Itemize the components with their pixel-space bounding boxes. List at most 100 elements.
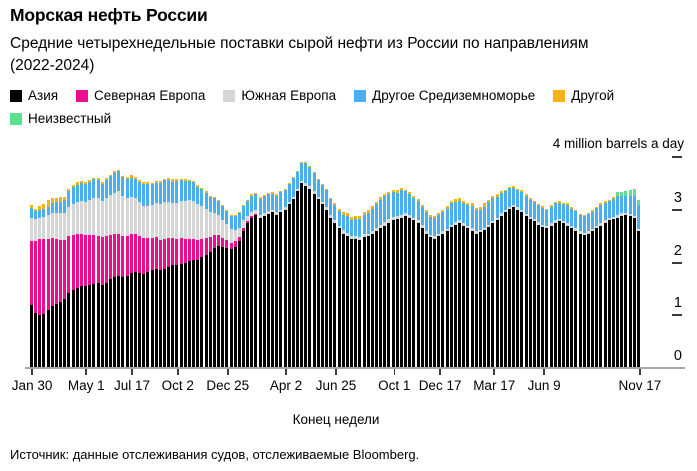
bar-segment-asia	[379, 228, 383, 368]
bar	[379, 197, 383, 368]
bar-segment-asia	[636, 230, 640, 368]
bar-segment-north-europe	[125, 235, 129, 276]
bar-segment-south-europe	[187, 200, 191, 240]
bar	[237, 211, 241, 368]
bar-segment-south-europe	[532, 219, 536, 222]
bar	[287, 183, 291, 368]
bar-segment-asia	[187, 261, 191, 368]
bar-segment-asia	[399, 217, 403, 368]
bar-segment-asia	[383, 225, 387, 368]
bar-segment-south-europe	[250, 211, 254, 217]
bar-segment-asia	[129, 273, 133, 368]
bar-segment-asia	[404, 216, 408, 368]
bar	[163, 178, 166, 368]
bar	[582, 214, 586, 368]
bar-segment-unknown	[628, 190, 632, 196]
bar-segment-other	[34, 208, 38, 212]
bar-segment-south-europe	[300, 181, 304, 184]
bar-segment-other	[133, 177, 137, 180]
bar	[229, 215, 233, 368]
bar	[404, 189, 408, 368]
bar-segment-asia	[217, 245, 221, 368]
bar-segment-other	[370, 206, 374, 209]
bar-segment-other-mediterranean	[217, 201, 221, 216]
bar	[113, 171, 117, 368]
bar-segment-other-mediterranean	[208, 197, 212, 212]
x-axis-label: Nov 17	[618, 378, 662, 393]
bar-segment-south-europe	[616, 215, 620, 218]
bar-segment-north-europe	[138, 236, 142, 274]
bar-segment-other-mediterranean	[453, 201, 457, 222]
bar-segment-south-europe	[196, 203, 200, 240]
bar	[483, 203, 487, 368]
bar-segment-other-mediterranean	[541, 207, 545, 225]
bar-segment-other	[429, 215, 432, 217]
bar-segment-other	[221, 205, 225, 207]
bar-segment-south-europe	[329, 215, 333, 218]
bar-segment-other	[150, 182, 154, 184]
bar-segment-other	[246, 199, 250, 201]
bar-segment-asia	[532, 221, 536, 368]
bar-segment-south-europe	[46, 215, 50, 239]
bar-segment-asia	[163, 268, 166, 368]
bar-segment-south-europe	[241, 220, 245, 228]
bar-segment-south-europe	[316, 197, 320, 200]
bar	[325, 188, 329, 368]
x-axis-label: Dec 25	[206, 378, 250, 393]
bar-segment-other-mediterranean	[616, 196, 620, 216]
bar-segment-south-europe	[92, 198, 96, 236]
bar-segment-asia	[283, 209, 287, 368]
bar-segment-asia	[229, 249, 233, 368]
bar	[541, 206, 545, 368]
bar-segment-other-mediterranean	[582, 216, 586, 233]
bar	[88, 180, 92, 368]
bar-segment-asia	[225, 247, 229, 368]
bar-segment-other	[183, 178, 187, 181]
bar	[628, 190, 632, 368]
bar-segment-asia	[241, 230, 245, 368]
bar	[175, 178, 179, 368]
bar	[632, 189, 636, 368]
bar-segment-asia	[449, 226, 453, 368]
bar-segment-north-europe	[50, 238, 54, 306]
bar-segment-south-europe	[379, 225, 383, 229]
bar-segment-asia	[296, 191, 299, 368]
bar-segment-asia	[616, 217, 620, 368]
legend-swatch-asia	[10, 90, 22, 102]
bar-segment-other	[603, 201, 607, 203]
bar-segment-south-europe	[121, 196, 125, 237]
bar	[258, 197, 262, 368]
bar-segment-asia	[632, 217, 636, 368]
bar-segment-asia	[607, 220, 611, 368]
bar-segment-south-europe	[75, 202, 79, 235]
bar	[624, 190, 628, 368]
bar-segment-other-mediterranean	[532, 202, 536, 220]
x-axis-title: Конец недели	[292, 412, 380, 427]
bar-segment-other-mediterranean	[312, 173, 316, 192]
x-axis-label: Oct 2	[161, 378, 194, 393]
bar-segment-south-europe	[63, 212, 67, 241]
x-axis-tick	[639, 369, 641, 375]
bar-segment-other-mediterranean	[350, 220, 354, 237]
bar-segment-unknown	[636, 199, 640, 206]
bar	[304, 162, 308, 368]
bar	[595, 207, 599, 368]
bar-segment-south-europe	[67, 207, 71, 237]
bar-segment-other-mediterranean	[225, 210, 229, 225]
bar-segment-asia	[250, 217, 254, 368]
bar-segment-other	[63, 196, 67, 200]
bar-segment-asia	[491, 222, 495, 368]
bar-segment-asia	[121, 277, 125, 368]
bar-segment-other	[524, 194, 528, 196]
bar-segment-south-europe	[537, 222, 541, 225]
bar	[67, 188, 71, 368]
bar-segment-asia	[262, 216, 266, 368]
bar-segment-asia	[254, 215, 258, 368]
bar-segment-asia	[84, 286, 88, 368]
bar-segment-other	[470, 203, 474, 207]
bar-segment-asia	[312, 193, 316, 368]
bar-segment-south-europe	[408, 215, 412, 218]
bar-segment-other-mediterranean	[291, 178, 295, 197]
bar-segment-other-mediterranean	[458, 201, 462, 221]
bar-segment-south-europe	[150, 205, 154, 238]
